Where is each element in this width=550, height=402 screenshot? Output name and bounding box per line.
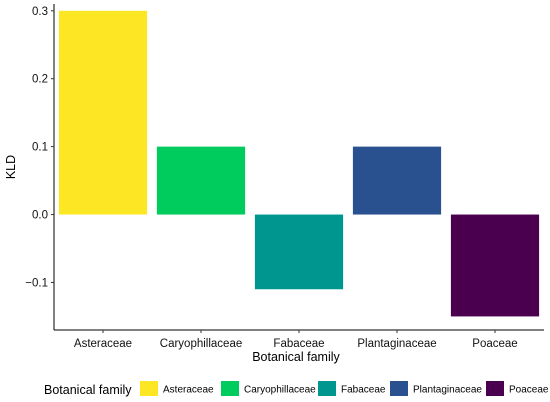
x-tick-label: Fabaceae [273, 338, 324, 350]
x-axis-title: Botanical family [252, 350, 340, 364]
legend-label: Asteraceae [163, 385, 214, 396]
legend-label: Fabaceae [341, 385, 386, 396]
y-axis-ticks: −0.1 0.0 0.1 0.2 0.3 [25, 6, 54, 289]
legend-title: Botanical family [44, 383, 132, 397]
y-tick-label: 0.3 [32, 6, 48, 18]
legend-key [140, 381, 158, 396]
y-axis-title: KLD [4, 155, 18, 179]
bar-asteraceae [58, 10, 148, 215]
x-tick-label: Plantaginaceae [357, 338, 436, 350]
bar-fabaceae [254, 214, 344, 290]
y-tick-label: 0.2 [32, 74, 48, 86]
bar-poaceae [450, 214, 540, 317]
legend-label: Plantaginaceae [413, 385, 482, 396]
legend-label: Caryophillaceae [244, 385, 316, 396]
legend: Botanical family Asteraceae Caryophillace… [44, 381, 549, 397]
bar-caryophillaceae [156, 146, 246, 215]
x-axis-ticks: Asteraceae Caryophillaceae Fabaceae Plantag… [74, 330, 518, 350]
legend-key [318, 381, 336, 396]
y-tick-label: 0.0 [32, 210, 48, 222]
x-tick-label: Asteraceae [74, 338, 132, 350]
legend-key [221, 381, 239, 396]
legend-label: Poaceae [509, 385, 549, 396]
y-tick-label: −0.1 [25, 277, 48, 289]
bar-group [58, 10, 540, 317]
bar-plantaginaceae [352, 146, 442, 215]
legend-key [390, 381, 408, 396]
legend-key [486, 381, 504, 396]
x-tick-label: Poaceae [472, 338, 517, 350]
x-tick-label: Caryophillaceae [160, 338, 242, 350]
y-tick-label: 0.1 [32, 142, 48, 154]
legend-items: Asteraceae Caryophillaceae Fabaceae Plantag… [140, 381, 549, 396]
